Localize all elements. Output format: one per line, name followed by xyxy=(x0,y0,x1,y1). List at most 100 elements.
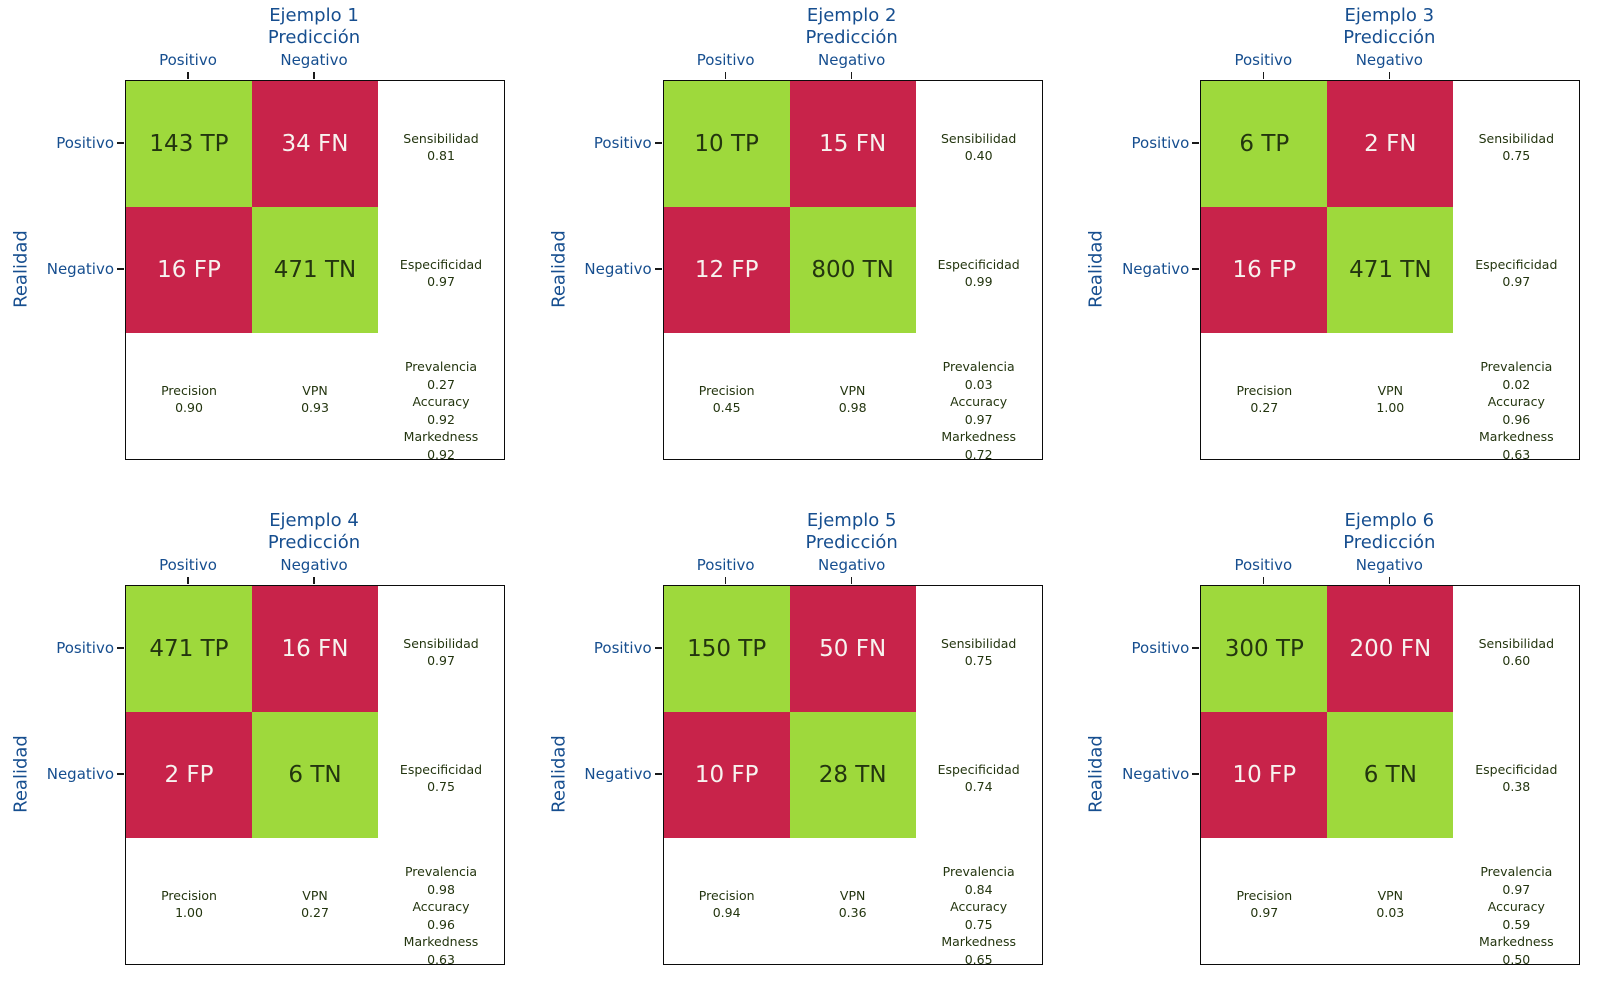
stat-markedness-value: 0.50 xyxy=(1502,951,1531,967)
column-tick-label-positivo: Positivo xyxy=(1234,556,1293,574)
y-tick-mark xyxy=(1192,773,1200,775)
y-tick-mark xyxy=(117,268,124,270)
stat-markedness-value: 0.72 xyxy=(964,446,993,462)
stat-sensibilidad-value: 0.75 xyxy=(964,652,993,668)
stat-especificidad-value: 0.97 xyxy=(427,273,455,289)
x-tick-mark xyxy=(1388,72,1391,79)
stat-accuracy-label: Accuracy xyxy=(1487,394,1545,409)
x-axis-label: Predicción xyxy=(1343,532,1436,553)
y-axis-label: Realidad xyxy=(1085,735,1107,813)
x-tick-mark xyxy=(724,577,727,584)
stat-sensibilidad-value: 0.60 xyxy=(1502,652,1531,668)
column-tick-label-negativo: Negativo xyxy=(1355,51,1423,69)
cell-true-positive: 6 TP xyxy=(1201,81,1328,207)
stat-precision: Precision 0.97 xyxy=(1201,838,1327,964)
row-tick-label-positivo: Positivo xyxy=(1131,639,1190,657)
stat-markedness-label: Markedness xyxy=(1479,429,1554,444)
cell-false-positive-value: 10 FP xyxy=(694,762,759,788)
x-tick-mark xyxy=(724,72,727,79)
confusion-matrix-panel: Ejemplo 4 Predicción Positivo Negativo P… xyxy=(0,495,538,990)
cell-true-negative: 800 TN xyxy=(789,207,916,333)
matrix-box: 143 TP 34 FN 16 FP 471 TN Sensibilidad 0… xyxy=(125,80,505,462)
y-axis-label: Realidad xyxy=(1085,230,1107,308)
stat-markedness-value: 0.63 xyxy=(1502,446,1531,462)
stat-prevalencia-label: Prevalencia xyxy=(404,864,478,879)
cell-true-negative-value: 471 TN xyxy=(1349,257,1432,283)
y-axis-label: Realidad xyxy=(10,230,32,308)
x-tick-mark xyxy=(1262,577,1265,584)
stat-accuracy-value: 0.96 xyxy=(1502,411,1531,427)
cell-true-positive-value: 300 TP xyxy=(1224,636,1304,662)
cell-false-negative-value: 200 FN xyxy=(1349,636,1432,662)
stat-vpn: VPN 0.27 xyxy=(252,838,378,964)
row-tick-label-positivo: Positivo xyxy=(593,639,652,657)
stat-sensibilidad-label: Sensibilidad xyxy=(1478,130,1555,146)
panel-content: Ejemplo 6 Predicción Positivo Negativo P… xyxy=(1075,505,1613,990)
cell-true-positive: 300 TP xyxy=(1201,586,1328,712)
y-tick-mark xyxy=(1192,268,1200,270)
stat-vpn-value: 0.98 xyxy=(838,400,867,415)
cell-true-negative: 6 TN xyxy=(252,712,378,838)
stat-prevalencia-value: 0.03 xyxy=(964,376,993,392)
confusion-matrix-panel: Ejemplo 1 Predicción Positivo Negativo P… xyxy=(0,0,538,495)
cell-true-negative-value: 28 TN xyxy=(818,762,887,788)
column-tick-label-positivo: Positivo xyxy=(159,51,217,69)
cell-true-negative-value: 6 TN xyxy=(288,762,342,788)
stat-accuracy-label: Accuracy xyxy=(412,899,470,914)
panel-title: Ejemplo 6 xyxy=(1344,510,1435,531)
stat-prevalencia-value: 0.98 xyxy=(427,881,455,897)
cell-false-negative: 15 FN xyxy=(789,81,916,207)
stat-sensibilidad-value: 0.97 xyxy=(427,652,455,668)
stat-especificidad: Especificidad 0.97 xyxy=(1453,207,1579,333)
panel-content: Ejemplo 5 Predicción Positivo Negativo P… xyxy=(538,505,1076,990)
cell-true-negative: 28 TN xyxy=(789,712,916,838)
stat-precision-value: 1.00 xyxy=(175,905,203,920)
y-tick-mark xyxy=(1192,142,1200,144)
y-tick-mark xyxy=(1192,647,1200,649)
y-tick-mark xyxy=(654,773,662,775)
cell-false-positive: 10 FP xyxy=(663,712,790,838)
stat-sensibilidad-value: 0.81 xyxy=(427,147,455,163)
x-axis-label: Predicción xyxy=(267,27,361,48)
stat-accuracy-value: 0.92 xyxy=(427,411,455,427)
stat-prevalencia-accuracy-markedness: Prevalencia 0.03 Accuracy 0.97 Markednes… xyxy=(916,333,1042,462)
x-tick-mark xyxy=(1388,577,1391,584)
y-axis-label: Realidad xyxy=(548,230,570,308)
confusion-matrix-panel: Ejemplo 2 Predicción Positivo Negativo P… xyxy=(538,0,1076,495)
stat-sensibilidad: Sensibilidad 0.81 xyxy=(378,81,504,207)
stat-vpn-label: VPN xyxy=(1377,888,1404,903)
stat-prevalencia-label: Prevalencia xyxy=(404,359,478,374)
y-tick-mark xyxy=(117,647,124,649)
cell-true-positive: 150 TP xyxy=(663,586,790,712)
stat-precision-value: 0.27 xyxy=(1250,400,1279,415)
cell-false-negative: 2 FN xyxy=(1327,81,1454,207)
panel-content: Ejemplo 2 Predicción Positivo Negativo P… xyxy=(538,0,1076,495)
cell-false-negative-value: 15 FN xyxy=(819,131,887,157)
stat-accuracy-value: 0.96 xyxy=(427,916,455,932)
stat-especificidad-label: Especificidad xyxy=(399,256,483,272)
y-axis-label: Realidad xyxy=(548,735,570,813)
panel-content: Ejemplo 4 Predicción Positivo Negativo P… xyxy=(0,505,538,990)
stat-precision: Precision 0.45 xyxy=(664,333,790,459)
stat-sensibilidad-label: Sensibilidad xyxy=(403,130,479,146)
cell-false-positive-value: 10 FP xyxy=(1232,762,1297,788)
cell-false-negative: 200 FN xyxy=(1327,586,1454,712)
stat-prevalencia-accuracy-markedness: Prevalencia 0.98 Accuracy 0.96 Markednes… xyxy=(378,838,504,967)
panel-title: Ejemplo 5 xyxy=(806,510,897,531)
stat-accuracy-value: 0.59 xyxy=(1502,916,1531,932)
cell-false-negative: 50 FN xyxy=(789,586,916,712)
stat-precision-label: Precision xyxy=(161,383,217,398)
stat-vpn: VPN 0.93 xyxy=(252,333,378,459)
stat-sensibilidad: Sensibilidad 0.75 xyxy=(1453,81,1579,207)
y-tick-mark xyxy=(117,142,124,144)
stat-precision-label: Precision xyxy=(161,888,217,903)
cell-false-negative-value: 34 FN xyxy=(281,131,349,157)
stat-precision-value: 0.94 xyxy=(712,905,741,920)
row-tick-label-negativo: Negativo xyxy=(584,765,652,783)
stat-vpn-label: VPN xyxy=(1377,383,1404,398)
x-tick-mark xyxy=(187,72,189,79)
stat-markedness-label: Markedness xyxy=(941,429,1016,444)
stat-especificidad-label: Especificidad xyxy=(399,761,483,777)
stat-sensibilidad-label: Sensibilidad xyxy=(940,635,1017,651)
